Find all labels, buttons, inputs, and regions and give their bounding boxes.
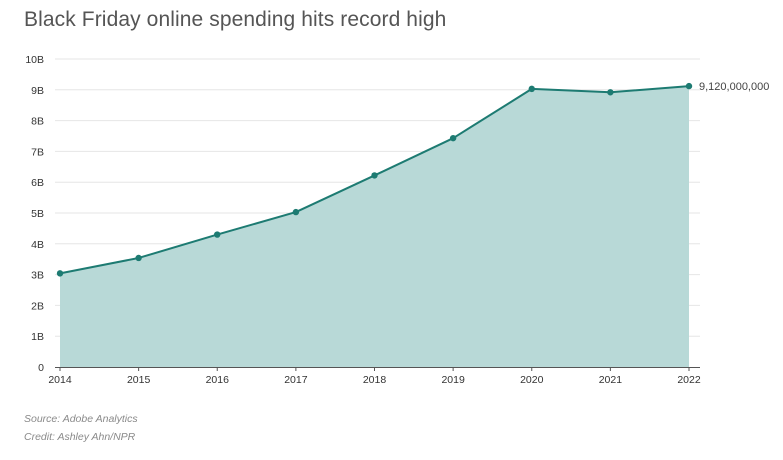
y-tick-label-2: 2B [31,300,44,312]
y-tick-label-9: 9B [31,85,44,97]
y-tick-label-3: 3B [31,270,44,282]
x-tick-label-2021: 2021 [599,374,623,386]
data-point-2019 [449,134,457,142]
x-tick-label-2014: 2014 [48,374,72,386]
y-axis-tick-labels: 0 1B 2B 3B 4B 5B 6B 7B 8B 9B 10B [25,54,44,374]
data-point-2017 [292,208,300,216]
data-point-2014 [56,270,64,277]
y-tick-label-5: 5B [31,208,44,220]
data-points [56,82,693,277]
data-point-2021 [607,89,614,96]
y-tick-label-8: 8B [31,116,44,128]
data-point-2018 [371,172,378,179]
area-fill [60,86,689,367]
x-tick-label-2020: 2020 [520,374,544,386]
y-tick-label-0: 0 [38,362,44,374]
data-label-2022: 9,120,000,000 [699,81,769,93]
credit-note: Credit: Ashley Ahn/NPR [24,431,136,443]
x-tick-label-2015: 2015 [127,374,151,386]
annotations: 9,120,000,000 [699,81,769,93]
y-tick-label-6: 6B [31,177,44,189]
x-tick-label-2022: 2022 [677,374,701,386]
y-tick-label-1: 1B [31,331,44,343]
source-note: Source: Adobe Analytics [24,413,138,425]
y-tick-label-4: 4B [31,239,44,251]
x-tick-label-2018: 2018 [363,374,387,386]
data-point-2022 [685,82,693,90]
y-tick-label-10: 10B [25,54,44,66]
data-point-2016 [214,231,221,238]
chart-title: Black Friday online spending hits record… [24,8,447,31]
x-tick-label-2017: 2017 [284,374,308,386]
y-tick-label-7: 7B [31,146,44,158]
x-axis-tick-labels: 2014 2015 2016 2017 2018 2019 2020 2021 2022 [48,374,701,386]
x-axis [55,367,700,371]
data-point-2015 [135,254,142,262]
data-point-2020 [528,85,535,93]
x-tick-label-2019: 2019 [441,374,465,386]
x-tick-label-2016: 2016 [206,374,230,386]
